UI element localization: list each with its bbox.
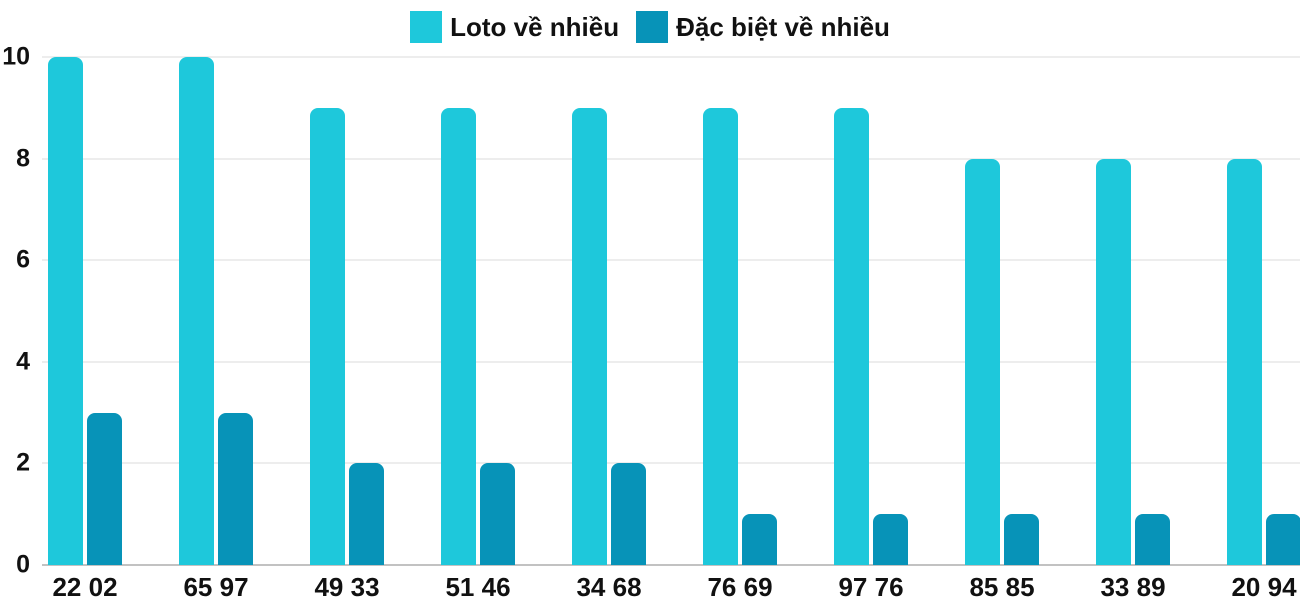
y-tick-label-10: 10 (2, 42, 30, 71)
gridline-6 (42, 259, 1300, 262)
bar-dacbiet-51-46[interactable] (480, 463, 515, 565)
y-tick-label-8: 8 (16, 144, 30, 173)
plot-area (42, 56, 1300, 566)
y-axis: 0 2 4 6 8 10 (0, 44, 32, 577)
gridline-0 (42, 564, 1300, 566)
y-tick-label-6: 6 (16, 245, 30, 274)
bar-loto-33-89[interactable] (1096, 158, 1131, 565)
bar-loto-22-02[interactable] (48, 57, 83, 565)
x-tick-label-49-33: 49 33 (314, 572, 380, 600)
bar-dacbiet-34-68[interactable] (611, 463, 646, 565)
gridline-4 (42, 360, 1300, 363)
x-tick-label-33-89: 33 89 (1100, 572, 1166, 600)
bar-dacbiet-97-76[interactable] (873, 514, 908, 565)
legend-label-dacbiet: Đặc biệt về nhiều (676, 11, 890, 42)
bar-dacbiet-33-89[interactable] (1135, 514, 1170, 565)
legend-swatch-loto-icon (410, 11, 443, 43)
bar-loto-51-46[interactable] (441, 107, 476, 565)
bar-dacbiet-20-94[interactable] (1266, 514, 1300, 565)
x-axis: 22 02 65 97 49 33 51 46 34 68 76 69 97 76 85 85… (42, 565, 1300, 600)
bar-loto-97-76[interactable] (834, 107, 869, 565)
x-tick-label-76-69: 76 69 (707, 572, 773, 600)
x-tick-label-97-76: 97 76 (838, 572, 904, 600)
gridline-8 (42, 157, 1300, 160)
chart-legend: Loto về nhiều Đặc biệt về nhiều (0, 11, 1300, 43)
gridline-10 (42, 56, 1300, 58)
bar-loto-65-97[interactable] (179, 57, 214, 565)
bar-loto-76-69[interactable] (703, 107, 738, 565)
legend-label-loto: Loto về nhiều (450, 11, 620, 42)
legend-swatch-dacbiet-icon (636, 11, 669, 43)
bar-loto-20-94[interactable] (1227, 158, 1262, 565)
x-tick-label-22-02: 22 02 (52, 572, 118, 600)
bar-dacbiet-65-97[interactable] (218, 412, 253, 565)
x-tick-label-20-94: 20 94 (1231, 572, 1297, 600)
bar-dacbiet-85-85[interactable] (1004, 514, 1039, 565)
bar-loto-49-33[interactable] (310, 107, 345, 565)
x-tick-label-51-46: 51 46 (445, 572, 511, 600)
x-tick-label-85-85: 85 85 (969, 572, 1035, 600)
gridline-2 (42, 462, 1300, 465)
legend-item-dacbiet[interactable]: Đặc biệt về nhiều (636, 11, 890, 43)
bar-loto-34-68[interactable] (572, 107, 607, 565)
bar-dacbiet-76-69[interactable] (742, 514, 777, 565)
bar-dacbiet-49-33[interactable] (349, 463, 384, 565)
legend-item-loto[interactable]: Loto về nhiều (410, 11, 619, 43)
bar-dacbiet-22-02[interactable] (87, 412, 122, 565)
bar-loto-85-85[interactable] (965, 158, 1000, 565)
y-tick-label-4: 4 (16, 347, 30, 376)
x-tick-label-34-68: 34 68 (576, 572, 642, 600)
y-tick-label-0: 0 (16, 550, 30, 579)
y-tick-label-2: 2 (16, 448, 30, 477)
x-tick-label-65-97: 65 97 (183, 572, 249, 600)
